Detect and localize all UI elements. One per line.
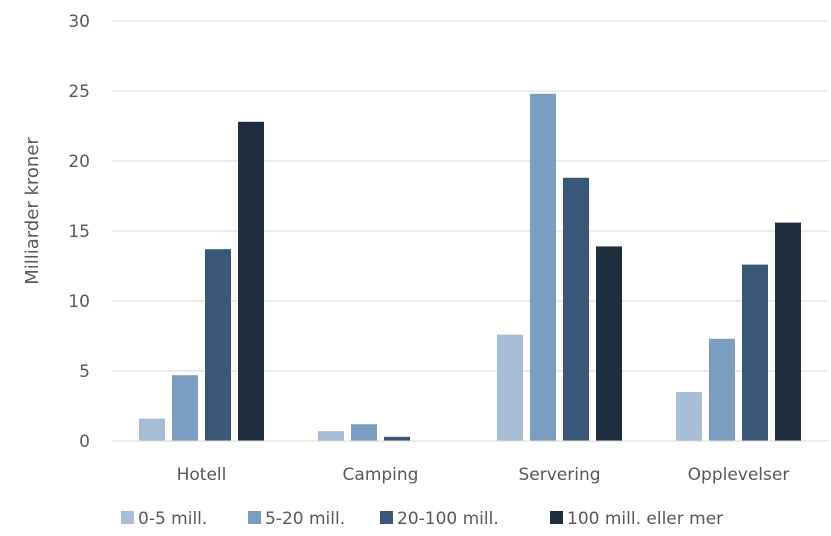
x-axis-categories: Hotell Camping Servering Opplevelser	[177, 465, 790, 485]
y-tick-label: 15	[68, 222, 90, 242]
legend-swatch	[550, 511, 563, 524]
bar	[351, 424, 377, 441]
bar	[172, 375, 198, 441]
y-tick-label: 25	[68, 82, 90, 102]
legend-label: 0-5 mill.	[138, 509, 207, 529]
y-axis-ticks: 0 5 10 15 20 25 30	[68, 12, 90, 452]
bar	[676, 392, 702, 441]
legend-swatch	[121, 511, 134, 524]
bar	[530, 93, 556, 442]
bar	[563, 177, 589, 442]
x-category-label: Opplevelser	[688, 465, 790, 485]
bar	[497, 334, 523, 441]
x-category-label: Hotell	[177, 465, 227, 485]
bar	[384, 436, 410, 441]
y-tick-label: 30	[68, 12, 90, 32]
bars	[139, 93, 801, 442]
gridlines	[112, 20, 828, 372]
y-axis-label: Milliarder kroner	[22, 137, 43, 285]
bar	[596, 246, 622, 441]
y-tick-label: 10	[68, 292, 90, 312]
legend-label: 20-100 mill.	[397, 509, 499, 529]
bar	[775, 222, 801, 441]
bar	[139, 418, 165, 441]
legend-swatch	[380, 511, 393, 524]
bar	[709, 338, 735, 441]
bar	[742, 264, 768, 441]
legend-label: 100 mill. eller mer	[567, 509, 723, 529]
y-tick-label: 0	[79, 432, 90, 452]
x-category-label: Camping	[343, 465, 419, 485]
y-tick-label: 5	[79, 362, 90, 382]
legend: 0-5 mill. 5-20 mill. 20-100 mill. 100 mill.…	[121, 509, 723, 529]
bar	[318, 431, 344, 441]
legend-swatch	[248, 511, 261, 524]
legend-label: 5-20 mill.	[265, 509, 345, 529]
y-tick-label: 20	[68, 152, 90, 172]
bar	[238, 121, 264, 442]
x-category-label: Servering	[518, 465, 600, 485]
bar	[205, 249, 231, 441]
